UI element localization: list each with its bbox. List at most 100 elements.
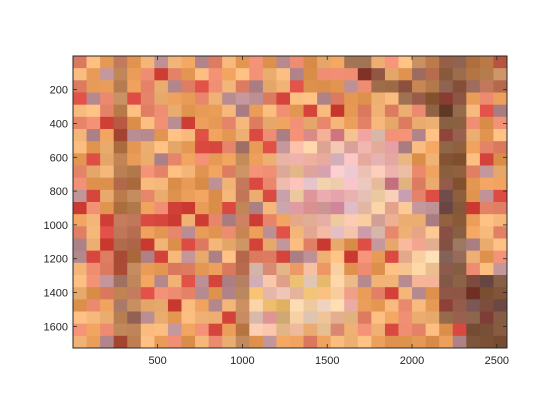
heatmap-cell [195, 238, 210, 252]
heatmap-cell [371, 177, 386, 191]
heatmap-cell [262, 56, 277, 69]
heatmap-cell [466, 202, 481, 215]
heatmap-cell [113, 165, 128, 179]
heatmap-cell [290, 311, 304, 325]
heatmap-cell [425, 153, 440, 166]
heatmap-cell [262, 226, 277, 239]
heatmap-cell [412, 226, 427, 239]
heatmap-cell [425, 250, 440, 264]
heatmap-cell [208, 129, 223, 142]
heatmap-cell [113, 287, 128, 300]
heatmap-cell [140, 250, 155, 264]
heatmap-cell [249, 141, 264, 154]
heatmap-cell [100, 335, 115, 349]
heatmap-cell [344, 287, 359, 300]
heatmap-cell [100, 262, 115, 276]
heatmap-cell [100, 287, 115, 300]
heatmap-cell [100, 226, 115, 239]
heatmap-cell [398, 165, 413, 179]
heatmap-cell [154, 104, 169, 118]
heatmap-cell [412, 238, 427, 252]
heatmap-cell [371, 165, 386, 179]
heatmap-cell [317, 141, 332, 154]
heatmap-cell [113, 311, 128, 325]
heatmap-cell [127, 311, 142, 325]
heatmap-cell [371, 335, 386, 349]
heatmap-cell [344, 189, 359, 203]
heatmap-cell [330, 262, 345, 276]
image-cells [73, 56, 508, 349]
heatmap-cell [425, 214, 440, 227]
heatmap-cell [222, 104, 237, 118]
heatmap-cell [127, 165, 142, 179]
heatmap-cell [357, 202, 372, 215]
heatmap-cell [412, 80, 427, 93]
heatmap-cell [493, 116, 508, 130]
heatmap-cell [262, 116, 277, 130]
heatmap-cell [344, 177, 359, 191]
heatmap-cell [479, 323, 494, 337]
heatmap-cell [140, 80, 155, 93]
heatmap-cell [466, 177, 481, 191]
heatmap-cell [371, 287, 386, 300]
heatmap-cell [384, 323, 399, 337]
heatmap-cell [290, 226, 304, 239]
heatmap-cell [303, 165, 318, 179]
heatmap-cell [167, 299, 182, 312]
heatmap-cell [73, 165, 87, 179]
heatmap-cell [154, 165, 169, 179]
heatmap-cell [439, 238, 454, 252]
heatmap-cell [493, 80, 508, 93]
heatmap-cell [398, 177, 413, 191]
heatmap-cell [86, 287, 101, 300]
heatmap-cell [344, 262, 359, 276]
heatmap-cell [439, 141, 454, 154]
heatmap-cell [276, 299, 291, 312]
heatmap-cell [452, 226, 467, 239]
heatmap-cell [452, 56, 467, 69]
heatmap-cell [466, 323, 481, 337]
heatmap-cell [357, 335, 372, 349]
heatmap-cell [452, 238, 467, 252]
heatmap-cell [452, 153, 467, 166]
heatmap-cell [140, 68, 155, 81]
heatmap-cell [357, 323, 372, 337]
heatmap-cell [73, 80, 87, 93]
heatmap-cell [493, 141, 508, 154]
heatmap-cell [493, 177, 508, 191]
heatmap-cell [73, 275, 87, 288]
heatmap-cell [479, 189, 494, 203]
heatmap-cell [140, 311, 155, 325]
heatmap-cell [127, 56, 142, 69]
heatmap-cell [127, 250, 142, 264]
heatmap-cell [100, 92, 115, 106]
heatmap-cell [452, 250, 467, 264]
heatmap-cell [344, 92, 359, 106]
heatmap-cell [384, 275, 399, 288]
heatmap-cell [140, 238, 155, 252]
heatmap-cell [127, 80, 142, 93]
heatmap-cell [276, 226, 291, 239]
heatmap-cell [181, 275, 196, 288]
heatmap-cell [303, 299, 318, 312]
heatmap-cell [357, 311, 372, 325]
heatmap-cell [262, 214, 277, 227]
heatmap-cell [249, 275, 264, 288]
heatmap-cell [249, 56, 264, 69]
heatmap-cell [276, 311, 291, 325]
heatmap-cell [466, 287, 481, 300]
heatmap-cell [167, 189, 182, 203]
heatmap-cell [235, 129, 250, 142]
heatmap-cell [113, 189, 128, 203]
heatmap-cell [412, 104, 427, 118]
heatmap-cell [276, 92, 291, 106]
heatmap-cell [195, 189, 210, 203]
heatmap-cell [208, 80, 223, 93]
heatmap-cell [208, 250, 223, 264]
heatmap-cell [290, 323, 304, 337]
heatmap-cell [154, 116, 169, 130]
heatmap-cell [371, 262, 386, 276]
heatmap-cell [290, 287, 304, 300]
